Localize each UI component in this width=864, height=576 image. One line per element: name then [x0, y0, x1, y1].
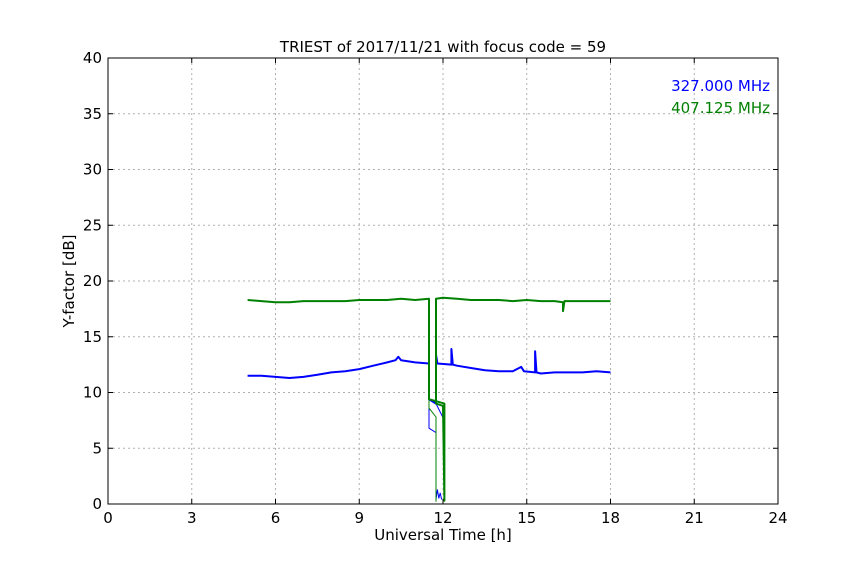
legend-entry-327: 327.000 MHz	[671, 77, 770, 95]
legend-entry-407: 407.125 MHz	[671, 99, 770, 117]
y-tick-label: 30	[83, 161, 102, 179]
x-tick-label: 6	[271, 509, 281, 527]
y-tick-label: 25	[83, 216, 102, 234]
x-tick-label: 12	[433, 509, 452, 527]
series-line-0	[247, 348, 611, 405]
y-tick-label: 40	[83, 49, 102, 67]
chart-title: TRIEST of 2017/11/21 with focus code = 5…	[279, 38, 606, 56]
y-axis-title: Y-factor [dB]	[60, 234, 78, 328]
transition-segment	[428, 399, 443, 500]
y-tick-label: 5	[92, 439, 102, 457]
data-layer	[247, 296, 611, 502]
y-tick-label: 0	[92, 495, 102, 513]
x-tick-label: 15	[517, 509, 536, 527]
y-tick-label: 20	[83, 272, 102, 290]
y-tick-label: 35	[83, 105, 102, 123]
x-tick-label: 18	[601, 509, 620, 527]
x-tick-label: 24	[768, 509, 787, 527]
y-tick-label: 15	[83, 328, 102, 346]
x-tick-label: 9	[354, 509, 364, 527]
x-tick-label: 0	[103, 509, 113, 527]
tick-layer: 0 3 6 9 12 15 18 21 24 0 5 10 15 20 25 30 35 40	[83, 49, 788, 527]
x-tick-label: 21	[685, 509, 704, 527]
x-axis-title: Universal Time [h]	[374, 526, 512, 544]
y-tick-label: 10	[83, 384, 102, 402]
series-line-1	[247, 296, 611, 502]
x-tick-label: 3	[187, 509, 197, 527]
